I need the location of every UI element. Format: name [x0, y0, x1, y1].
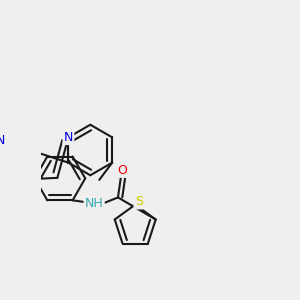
Text: NH: NH	[85, 197, 104, 210]
Text: N: N	[0, 134, 5, 147]
Text: N: N	[64, 131, 73, 144]
Text: S: S	[135, 195, 143, 208]
Text: O: O	[117, 164, 127, 177]
